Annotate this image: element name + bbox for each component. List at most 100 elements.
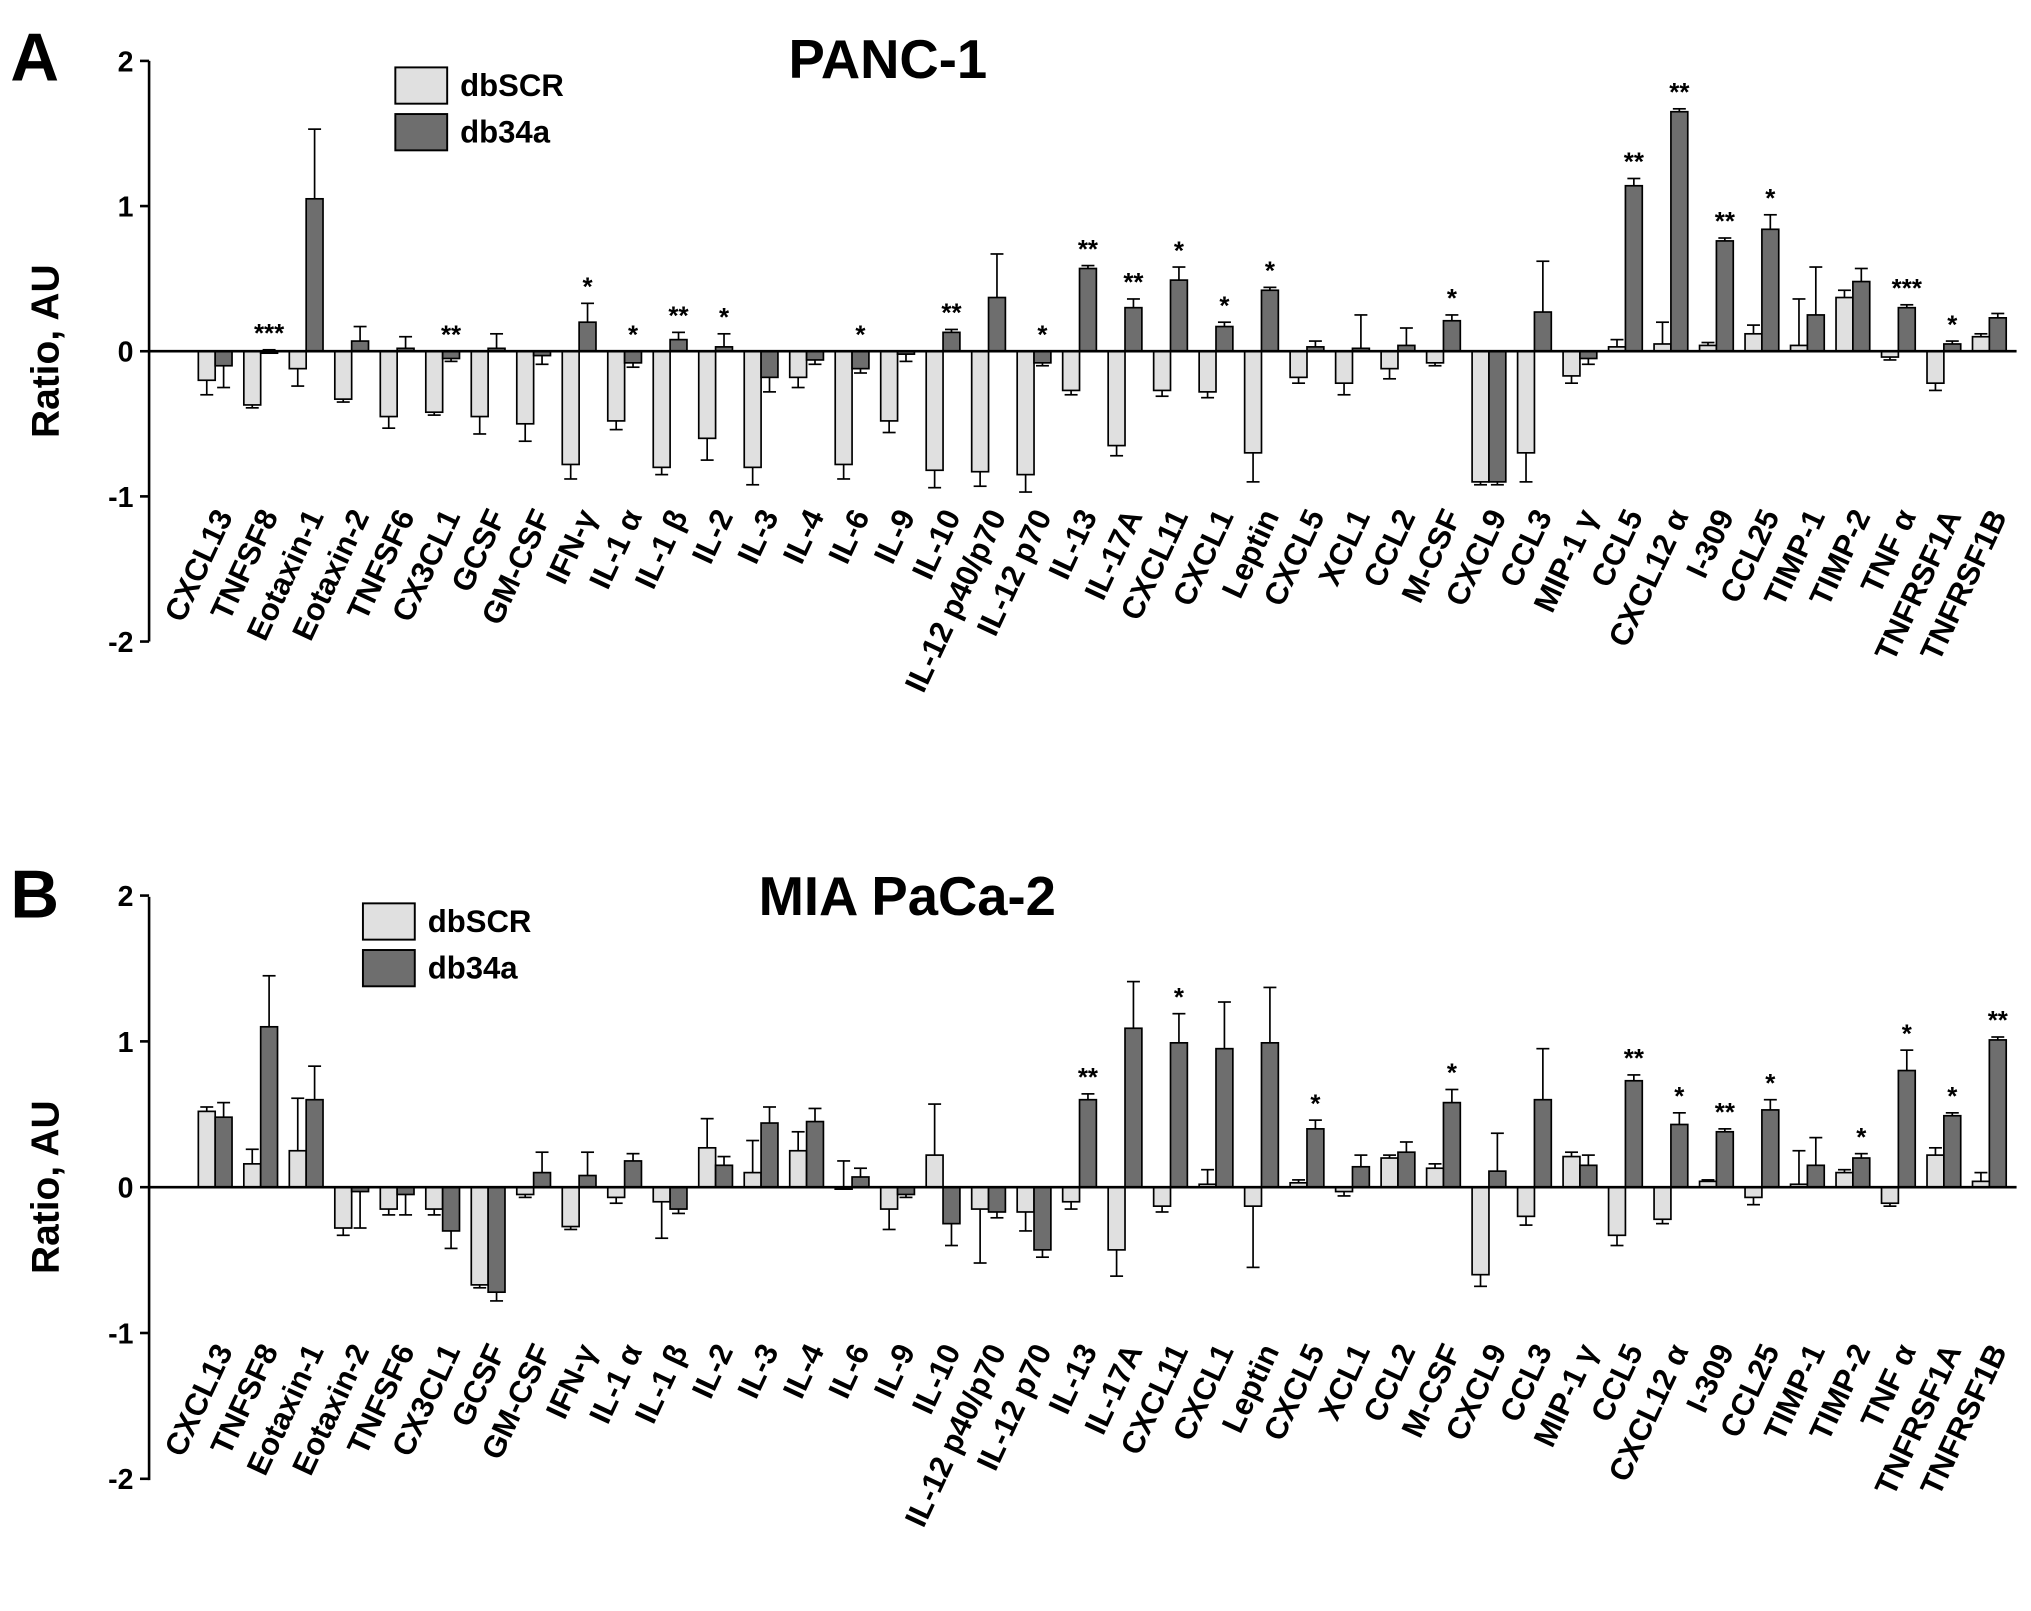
bar-db34a (578, 1174, 597, 1189)
bar-db34a (1533, 1098, 1553, 1189)
y-tick-label: 0 (118, 337, 134, 369)
bar-dbSCR (197, 1110, 217, 1189)
bar-db34a (1169, 1041, 1189, 1189)
legend-swatch-db34a (394, 113, 449, 152)
bar-dbSCR (1425, 1167, 1445, 1189)
bar-db34a (1670, 1123, 1689, 1189)
bar-db34a (669, 338, 688, 353)
y-tick-label: 2 (118, 46, 134, 78)
bar-dbSCR (333, 1186, 353, 1229)
bar-db34a (1988, 1039, 2008, 1189)
bar-db34a (1761, 228, 1780, 353)
bar-dbSCR (652, 1186, 671, 1203)
bar-db34a (1215, 325, 1234, 353)
bar-db34a (1488, 1170, 1507, 1189)
y-tick-label: 1 (118, 191, 134, 223)
y-axis-label: Ratio, AU (24, 264, 67, 438)
bar-dbSCR (1425, 350, 1445, 364)
bar-db34a (1033, 1186, 1052, 1251)
significance-marker: ** (1078, 1064, 1099, 1092)
x-tick-label: IL-4 (776, 1338, 831, 1404)
legend-swatch-dbSCR (394, 66, 449, 105)
bar-dbSCR (834, 350, 853, 466)
bar-dbSCR (1744, 332, 1763, 353)
bar-dbSCR (1835, 296, 1854, 353)
significance-marker: ** (1624, 1045, 1645, 1073)
significance-marker: ** (941, 300, 962, 328)
bar-dbSCR (1562, 350, 1581, 377)
bar-db34a (760, 350, 779, 379)
bar-db34a (487, 1186, 506, 1294)
bar-dbSCR (970, 1186, 990, 1210)
bar-dbSCR (1971, 335, 1991, 353)
bar-dbSCR (1835, 1171, 1854, 1189)
bar-dbSCR (1016, 350, 1035, 476)
bar-dbSCR (1061, 350, 1081, 392)
bar-db34a (1988, 317, 2008, 353)
bar-db34a (851, 1176, 870, 1189)
bar-db34a (623, 1160, 643, 1189)
bar-dbSCR (424, 1186, 444, 1210)
chart-title: PANC-1 (789, 29, 988, 90)
significance-marker: *** (1892, 275, 1923, 303)
bar-db34a (1624, 1079, 1644, 1189)
significance-marker: * (628, 321, 639, 349)
bar-dbSCR (606, 1186, 626, 1199)
bar-dbSCR (515, 350, 535, 425)
bar-db34a (987, 296, 1007, 353)
bar-dbSCR (1607, 1186, 1627, 1237)
bar-db34a (1852, 1157, 1871, 1189)
bar-dbSCR (470, 350, 489, 418)
bar-db34a (805, 1120, 825, 1189)
chart-title: MIA PaCa-2 (759, 866, 1056, 927)
bar-dbSCR (1380, 350, 1399, 370)
bar-db34a (623, 350, 643, 364)
bar-dbSCR (1516, 350, 1536, 454)
x-tick-label: IL-6 (821, 1339, 876, 1404)
bar-db34a (1670, 110, 1689, 353)
significance-marker: ** (1669, 79, 1690, 107)
bar-db34a (1624, 184, 1644, 353)
bar-dbSCR (197, 350, 217, 382)
bar-db34a (1897, 306, 1917, 353)
significance-marker: ** (1715, 1099, 1736, 1127)
bar-db34a (669, 1186, 688, 1210)
significance-marker: * (1674, 1083, 1685, 1111)
significance-marker: ** (441, 321, 462, 349)
bar-dbSCR (879, 1186, 899, 1210)
bar-dbSCR (1198, 350, 1217, 393)
bar-dbSCR (1744, 1186, 1763, 1199)
bar-dbSCR (606, 350, 626, 422)
bar-db34a (1715, 1130, 1735, 1189)
bar-db34a (1397, 1151, 1416, 1189)
significance-marker: * (1174, 984, 1185, 1012)
bar-db34a (532, 1171, 552, 1189)
bar-dbSCR (1471, 350, 1490, 483)
significance-marker: * (1174, 237, 1185, 265)
y-tick-label: 2 (118, 881, 134, 913)
bar-db34a (1852, 280, 1871, 353)
significance-marker: * (1219, 292, 1230, 320)
bar-dbSCR (697, 350, 717, 440)
bar-dbSCR (652, 350, 671, 469)
y-tick-label: -2 (108, 1464, 133, 1496)
bar-db34a (1806, 314, 1826, 353)
bar-db34a (1761, 1109, 1780, 1189)
bar-db34a (1806, 1164, 1826, 1189)
bar-dbSCR (743, 1171, 762, 1189)
bar-dbSCR (1243, 350, 1263, 454)
bar-dbSCR (1289, 350, 1308, 379)
significance-marker: * (1765, 1070, 1776, 1098)
bar-dbSCR (1152, 350, 1172, 392)
x-tick-label: IL-2 (685, 1339, 740, 1404)
significance-marker: * (1447, 1060, 1458, 1088)
bar-dbSCR (1926, 350, 1945, 385)
bar-dbSCR (379, 1186, 398, 1210)
bar-dbSCR (288, 350, 308, 370)
bar-db34a (1306, 1128, 1325, 1189)
bar-dbSCR (242, 1163, 262, 1189)
y-axis-label: Ratio, AU (24, 1100, 67, 1274)
bar-dbSCR (288, 1149, 308, 1189)
bar-db34a (1078, 1098, 1098, 1189)
